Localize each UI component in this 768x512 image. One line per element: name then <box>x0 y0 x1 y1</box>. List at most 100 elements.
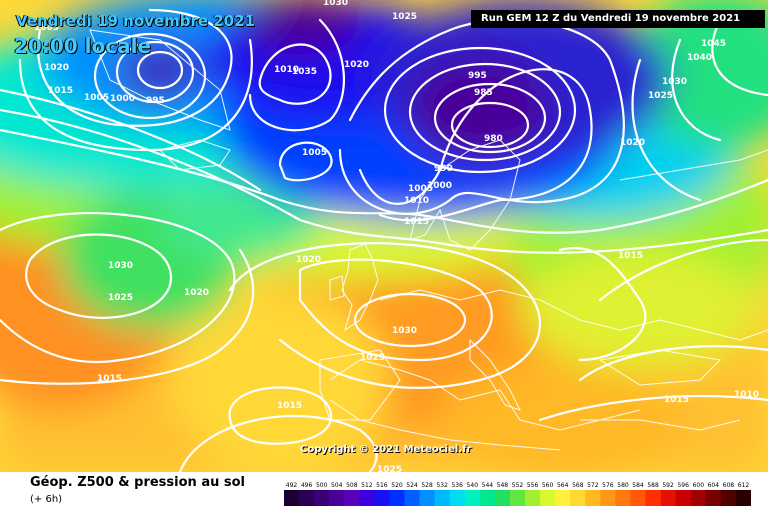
isobar-label: 1005 <box>84 93 109 103</box>
legend-tick-label: 596 <box>677 482 689 489</box>
isobar-label: 1030 <box>662 77 687 87</box>
legend-tick-label: 536 <box>451 482 463 489</box>
isobar-label: 1025 <box>377 465 402 472</box>
legend-tick-label: 592 <box>662 482 674 489</box>
legend-tick-label: 516 <box>376 482 388 489</box>
legend-tick-label: 584 <box>632 482 644 489</box>
legend-tick-label: 520 <box>391 482 403 489</box>
legend-swatch <box>705 490 722 506</box>
isobar-label: 1000 <box>427 181 452 191</box>
legend-swatch <box>494 490 511 506</box>
isobar-label: 1030 <box>323 0 348 8</box>
copyright-notice: Copyright © 2021 Meteociel.fr <box>300 444 472 455</box>
legend-swatch <box>434 490 450 506</box>
legend-swatch <box>299 490 315 506</box>
legend-tick-label: 588 <box>647 482 659 489</box>
legend-swatch <box>555 490 571 506</box>
legend-tick-label: 552 <box>512 482 524 489</box>
legend-swatch <box>540 490 556 506</box>
legend-tick-label: 604 <box>708 482 720 489</box>
legend-tick-label: 572 <box>587 482 599 489</box>
legend-swatch <box>464 490 481 506</box>
weather-map: 1030 1025 1005 1020 1015 1005 1000 995 1… <box>0 0 768 472</box>
isobar-label: 995 <box>146 96 165 106</box>
color-legend: 492 496 500 504 508 512 516 520 524 528 532 536 540 5… <box>284 478 752 508</box>
legend-swatch <box>525 490 541 506</box>
forecast-time: 20:00 locale <box>14 34 151 58</box>
isobar-label: 1020 <box>296 255 321 265</box>
isobar-label: 1045 <box>701 39 726 49</box>
legend-swatch <box>570 490 586 506</box>
legend-tick-label: 568 <box>572 482 584 489</box>
legend-swatch <box>359 490 375 506</box>
legend-tick-label: 608 <box>723 482 735 489</box>
legend-swatch <box>690 490 707 506</box>
isobar-label: 1010 <box>734 390 759 400</box>
map-canvas: 1030 1025 1005 1020 1015 1005 1000 995 1… <box>0 0 768 472</box>
isobar-label: 980 <box>484 134 503 144</box>
legend-swatch <box>585 490 601 506</box>
legend-swatch <box>615 490 631 506</box>
isobar-label: 1015 <box>277 401 302 411</box>
legend-swatch <box>404 490 420 506</box>
legend-swatch <box>479 490 496 506</box>
legend-swatch <box>510 490 526 506</box>
legend-tick-label: 548 <box>497 482 509 489</box>
forecast-date: Vendredi 19 novembre 2021 <box>16 12 255 30</box>
isobar-label: 1015 <box>618 251 643 261</box>
legend-swatch <box>419 490 435 506</box>
legend-swatch <box>660 490 676 506</box>
isobar-label: 1015 <box>97 374 122 384</box>
legend-swatch <box>329 490 345 506</box>
legend-tick-label: 492 <box>286 482 298 489</box>
isobar-label: 1005 <box>302 148 327 158</box>
legend-swatch <box>675 490 692 506</box>
legend-tick-label: 600 <box>693 482 705 489</box>
legend-tick-label: 528 <box>421 482 433 489</box>
legend-tick-label: 532 <box>436 482 448 489</box>
isobar-label: 1015 <box>48 86 73 96</box>
legend-tick-label: 560 <box>542 482 554 489</box>
isobar-label: 1035 <box>292 67 317 77</box>
legend-tick-label: 544 <box>482 482 494 489</box>
legend-tick-label: 556 <box>527 482 539 489</box>
isobar-label: 1000 <box>110 94 135 104</box>
isobar-label: 1040 <box>687 53 712 63</box>
isobar-lines <box>0 8 768 472</box>
isobar-label: 1025 <box>360 353 385 363</box>
legend-swatch <box>630 490 646 506</box>
legend-tick-label: 580 <box>617 482 629 489</box>
legend-tick-label: 500 <box>316 482 328 489</box>
legend-tick-label: 576 <box>602 482 614 489</box>
isobar-label: 1025 <box>392 12 417 22</box>
isobar-label: 1020 <box>184 288 209 298</box>
isobar-label: 1005 <box>408 184 433 194</box>
isobar-label: 1030 <box>108 261 133 271</box>
legend-swatch <box>720 490 737 506</box>
isobar-label: 1025 <box>108 293 133 303</box>
legend-swatch <box>314 490 330 506</box>
legend-swatch <box>374 490 390 506</box>
legend-swatch <box>344 490 360 506</box>
isobar-label: 1030 <box>392 326 417 336</box>
legend-swatch <box>735 490 752 506</box>
isobar-label: 1005 <box>34 23 59 33</box>
isobar-label: 990 <box>434 164 453 174</box>
legend-swatch <box>600 490 616 506</box>
isobar-label: 1015 <box>664 395 689 405</box>
isobar-label: 1020 <box>344 60 369 70</box>
legend-tick-label: 508 <box>346 482 358 489</box>
isobar-label: 1015 <box>404 217 429 227</box>
isobar-label: 1020 <box>44 63 69 73</box>
isobar-label: 1010 <box>404 196 429 206</box>
legend-scale: 492 496 500 504 508 512 516 520 524 528 532 536 540 5… <box>284 482 752 506</box>
isobar-labels: 1030 1025 1005 1020 1015 1005 1000 995 1… <box>34 0 759 472</box>
isobar-label: 995 <box>468 71 487 81</box>
isobar-label: 985 <box>474 88 493 98</box>
map-title: Géop. Z500 & pression au sol <box>30 475 245 490</box>
legend-tick-label: 540 <box>467 482 479 489</box>
isobar-label: 1025 <box>648 91 673 101</box>
legend-tick-label: 496 <box>301 482 313 489</box>
legend-tick-label: 504 <box>331 482 343 489</box>
legend-swatch <box>449 490 466 506</box>
